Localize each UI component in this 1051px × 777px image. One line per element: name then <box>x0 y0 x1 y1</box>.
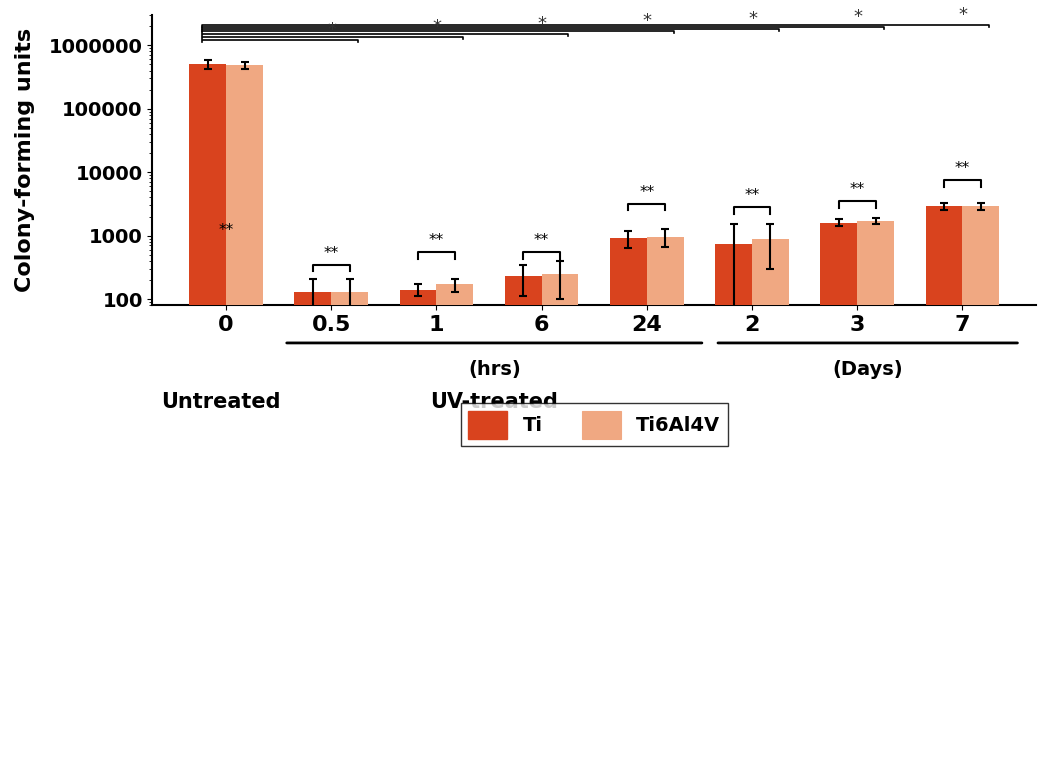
Bar <box>963 206 1000 777</box>
Bar <box>753 239 789 777</box>
Text: **: ** <box>429 233 445 248</box>
Bar <box>189 64 226 777</box>
Text: *: * <box>959 5 967 24</box>
Text: (hrs): (hrs) <box>468 361 520 379</box>
Text: **: ** <box>954 162 970 176</box>
Text: *: * <box>538 15 547 33</box>
Bar <box>504 276 541 777</box>
Text: *: * <box>853 8 862 26</box>
Text: *: * <box>433 18 441 36</box>
Text: UV-treated: UV-treated <box>430 392 558 413</box>
Text: *: * <box>748 10 757 28</box>
Bar <box>226 65 263 777</box>
Bar <box>436 284 473 777</box>
Text: *: * <box>643 12 652 30</box>
Bar <box>926 206 963 777</box>
Text: **: ** <box>744 188 760 204</box>
Text: **: ** <box>534 233 550 248</box>
Bar <box>331 292 368 777</box>
Bar <box>821 223 858 777</box>
Bar <box>541 274 578 777</box>
Bar <box>610 238 646 777</box>
Text: (Days): (Days) <box>832 361 903 379</box>
Bar <box>858 221 894 777</box>
Text: **: ** <box>324 246 338 261</box>
Bar <box>399 290 436 777</box>
Bar <box>294 292 331 777</box>
Text: **: ** <box>849 183 865 197</box>
Text: Untreated: Untreated <box>161 392 281 413</box>
Legend: Ti, Ti6Al4V: Ti, Ti6Al4V <box>460 403 728 447</box>
Text: **: ** <box>639 185 655 200</box>
Bar <box>646 237 683 777</box>
Text: **: ** <box>219 223 233 238</box>
Bar <box>715 243 753 777</box>
Text: *: * <box>327 21 336 39</box>
Y-axis label: Colony-forming units: Colony-forming units <box>15 28 35 292</box>
